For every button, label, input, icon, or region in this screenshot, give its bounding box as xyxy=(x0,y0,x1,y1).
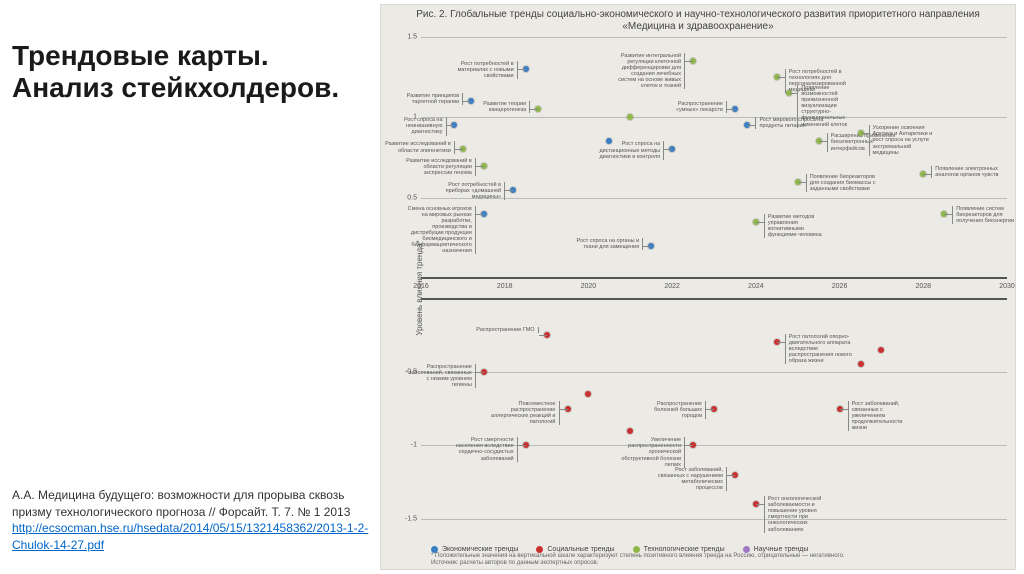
leader-line xyxy=(476,214,484,215)
leader-line xyxy=(756,222,764,223)
xtick-label: 2026 xyxy=(832,283,848,290)
annotation: Распространение ГМО xyxy=(469,327,539,333)
footnote: * Положительные значения на вертикальной… xyxy=(431,553,995,567)
leader-line xyxy=(664,149,672,150)
annotation: Появление биореакторов для создания биом… xyxy=(806,174,876,192)
leader-line xyxy=(944,214,952,215)
citation-text: А.А. Медицина будущего: возможности для … xyxy=(12,488,350,519)
figure-caption: Рис. 2. Глобальные тренды социально-экон… xyxy=(381,5,1015,37)
data-point xyxy=(585,391,591,397)
leader-line xyxy=(518,445,526,446)
leader-line xyxy=(727,475,735,476)
annotation: Рост онкологической заболеваемости и пов… xyxy=(764,496,834,532)
leader-line xyxy=(539,335,547,336)
data-point xyxy=(627,114,633,120)
baseline xyxy=(421,298,1007,300)
leader-line xyxy=(747,125,755,126)
annotation: Распространение заболеваний, связанных с… xyxy=(406,364,476,388)
leader-line xyxy=(446,125,454,126)
figure: Рис. 2. Глобальные тренды социально-экон… xyxy=(380,4,1016,570)
leader-line xyxy=(685,445,693,446)
gridline xyxy=(421,519,1007,520)
annotation: Развитие исследований в области регуляци… xyxy=(406,158,476,176)
xtick-label: 2028 xyxy=(915,283,931,290)
xtick-label: 2020 xyxy=(581,283,597,290)
annotation: Рост мирового спроса на продукты питания xyxy=(755,117,825,129)
chart-area: Уровень влияния тренда* 0.511.5201620182… xyxy=(421,37,1007,539)
annotation: Распространение «умных» лекарств xyxy=(657,101,727,113)
leader-line xyxy=(756,504,764,505)
ytick-label: -1 xyxy=(411,442,417,449)
annotation: Рост потребностей в приборах «домашней м… xyxy=(435,182,505,200)
leader-line xyxy=(505,190,513,191)
gridline xyxy=(421,372,1007,373)
citation-link[interactable]: http://ecsocman.hse.ru/hsedata/2014/05/1… xyxy=(12,521,368,552)
annotation: Увеличение распространенности хроническо… xyxy=(615,437,685,467)
leader-line xyxy=(861,133,869,134)
annotation: Появление электронных аналогов органов ч… xyxy=(931,166,1001,178)
annotation: Рост спроса на дистанционные методы диаг… xyxy=(594,141,664,159)
leader-line xyxy=(560,409,568,410)
leader-line xyxy=(706,409,714,410)
top-chart: 0.511.520162018202020222024202620282030Р… xyxy=(421,37,1007,278)
leader-line xyxy=(789,93,797,94)
leader-line xyxy=(840,409,848,410)
data-point xyxy=(858,361,864,367)
data-point xyxy=(878,347,884,353)
leader-line xyxy=(819,141,827,142)
leader-line xyxy=(777,342,785,343)
annotation: Появление систем биореакторов для получе… xyxy=(952,206,1022,224)
gridline xyxy=(421,198,1007,199)
xtick-label: 2022 xyxy=(664,283,680,290)
leader-line xyxy=(455,149,463,150)
xtick-label: 2016 xyxy=(413,283,429,290)
leader-line xyxy=(518,69,526,70)
leader-line xyxy=(643,246,651,247)
citation-block: А.А. Медицина будущего: возможности для … xyxy=(12,487,372,554)
leader-line xyxy=(685,61,693,62)
annotation: Ускорение освоения Арктики и Антарктики … xyxy=(869,125,939,155)
annotation: Рост спроса на неинвазивную диагностику xyxy=(377,117,447,135)
gridline xyxy=(421,117,1007,118)
gridline xyxy=(421,37,1007,38)
leader-line xyxy=(476,372,484,373)
annotation: Распространение болезней больших городов xyxy=(636,401,706,419)
baseline xyxy=(421,277,1007,279)
annotation: Развитие принципов таргетной терапии xyxy=(393,93,463,105)
annotation: Смена основных игроков на мировых рынках… xyxy=(406,206,476,254)
annotation: Развитие теории канцерогенеза xyxy=(460,101,530,113)
ytick-label: -1.5 xyxy=(405,516,417,523)
xtick-label: 2024 xyxy=(748,283,764,290)
annotation: Рост смертности населения вследствие сер… xyxy=(448,437,518,461)
footnote-1: * Положительные значения на вертикальной… xyxy=(431,553,995,560)
annotation: Рост заболеваний, связанных с увеличение… xyxy=(848,401,918,431)
leader-line xyxy=(923,174,931,175)
ytick-label: 0.5 xyxy=(407,194,417,201)
annotation: Развитие методов управления когнитивными… xyxy=(764,214,834,238)
annotation: Развитие интегральной регуляции клеточно… xyxy=(615,53,685,89)
footnote-2: Источник: расчеты авторов по данным эксп… xyxy=(431,560,995,567)
annotation: Рост потребностей в материалах с новыми … xyxy=(448,61,518,79)
annotation: Рост заболеваний, связанных с нарушением… xyxy=(657,467,727,491)
xtick-label: 2030 xyxy=(999,283,1015,290)
leader-line xyxy=(777,77,785,78)
annotation: Развитие исследований в области эпигенет… xyxy=(385,141,455,153)
leader-line xyxy=(530,109,538,110)
left-panel: Трендовые карты. Анализ стейкхолдеров. xyxy=(12,40,362,104)
annotation: Повсеместное распространение аллергическ… xyxy=(490,401,560,425)
leader-line xyxy=(798,182,806,183)
bottom-chart: -0.5-1-1.5Распространение ГМОРаспростран… xyxy=(421,298,1007,519)
annotation: Рост спроса на органы и ткани для замеще… xyxy=(573,238,643,250)
xtick-label: 2018 xyxy=(497,283,513,290)
annotation: Рост патологий опорно-двигательного аппа… xyxy=(785,334,855,364)
ytick-label: 1.5 xyxy=(407,34,417,41)
leader-line xyxy=(476,166,484,167)
leader-line xyxy=(727,109,735,110)
data-point xyxy=(627,428,633,434)
page-title: Трендовые карты. Анализ стейкхолдеров. xyxy=(12,40,362,104)
